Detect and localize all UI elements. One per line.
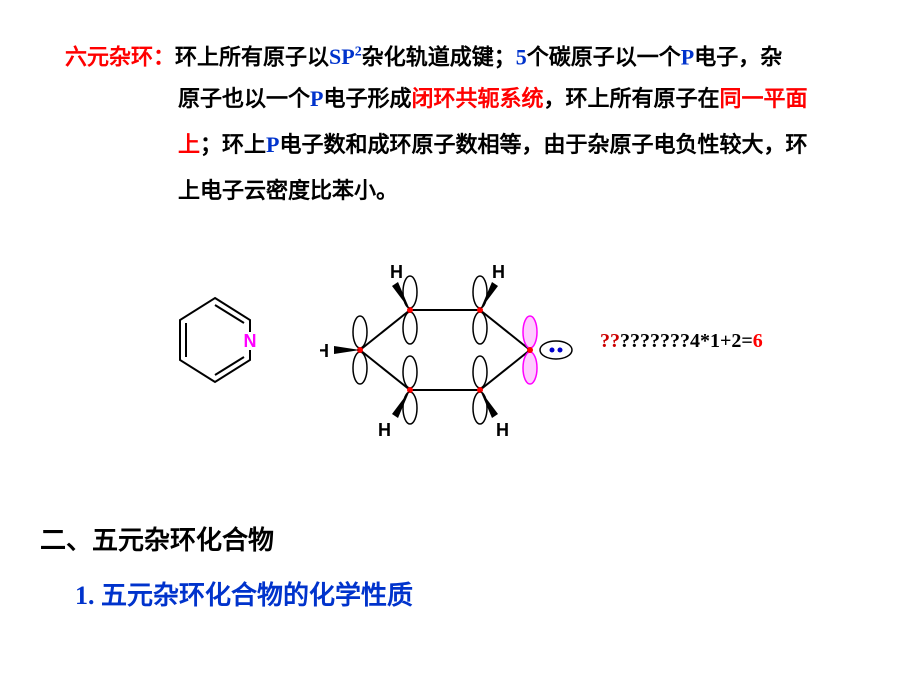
n-atom-label: N [244,331,257,351]
p4: 上电子云密度比苯小。 [178,178,398,203]
section-2-heading: 二、五元杂环化合物 [40,520,274,557]
huckel-formula: ?????????4*1+2=6 [600,330,763,353]
svg-text:H: H [390,262,403,282]
svg-text:H: H [320,341,329,361]
svg-text:H: H [378,420,391,440]
svg-text:H: H [492,262,505,282]
result: 6 [753,330,763,352]
sp2: SP2 [329,44,362,69]
q-red: ?? [600,330,620,352]
p-orbitals [353,276,572,424]
p-2: P [310,86,323,111]
p1d: 电子，杂 [694,44,782,69]
sub1-num: 1. [75,581,101,610]
p3b: ；环上 [200,132,266,157]
p2c: ，环上所有原子在 [544,86,720,111]
sub1-text: 五元杂环化合物的化学性质 [101,581,413,610]
svg-text:H: H [496,420,509,440]
p-1: P [681,44,694,69]
paragraph-line3: 上；环上P电子数和成环原子数相等，由于杂原子电负性较大，环 [178,122,898,168]
pyridine-structure: N [170,290,260,390]
plane: 同一平面 [720,86,808,111]
conj: 闭环共轭系统 [411,86,543,111]
para-label: 六元杂环： [65,44,175,69]
paragraph-block: 六元杂环：环上所有原子以SP2杂化轨道成键；5个碳原子以一个P电子，杂 [65,30,885,80]
orbital-diagram: H H H H H [320,230,580,450]
p-3: P [266,132,279,157]
p1b: 杂化轨道成键； [362,44,516,69]
p3a: 上 [178,132,200,157]
p2a: 原子也以一个 [178,86,310,111]
q-black: ??????? [620,330,690,352]
p2b: 电子形成 [323,86,411,111]
paragraph-line2: 原子也以一个P电子形成闭环共轭系统，环上所有原子在同一平面 [178,76,898,122]
five: 5 [516,44,527,69]
expr: 4*1+2= [690,330,753,352]
p1c: 个碳原子以一个 [527,44,681,69]
p3c: 电子数和成环原子数相等，由于杂原子电负性较大，环 [279,132,807,157]
section-2-1-heading: 1. 五元杂环化合物的化学性质 [75,575,413,612]
paragraph-line4: 上电子云密度比苯小。 [178,168,898,214]
p1a: 环上所有原子以 [175,44,329,69]
